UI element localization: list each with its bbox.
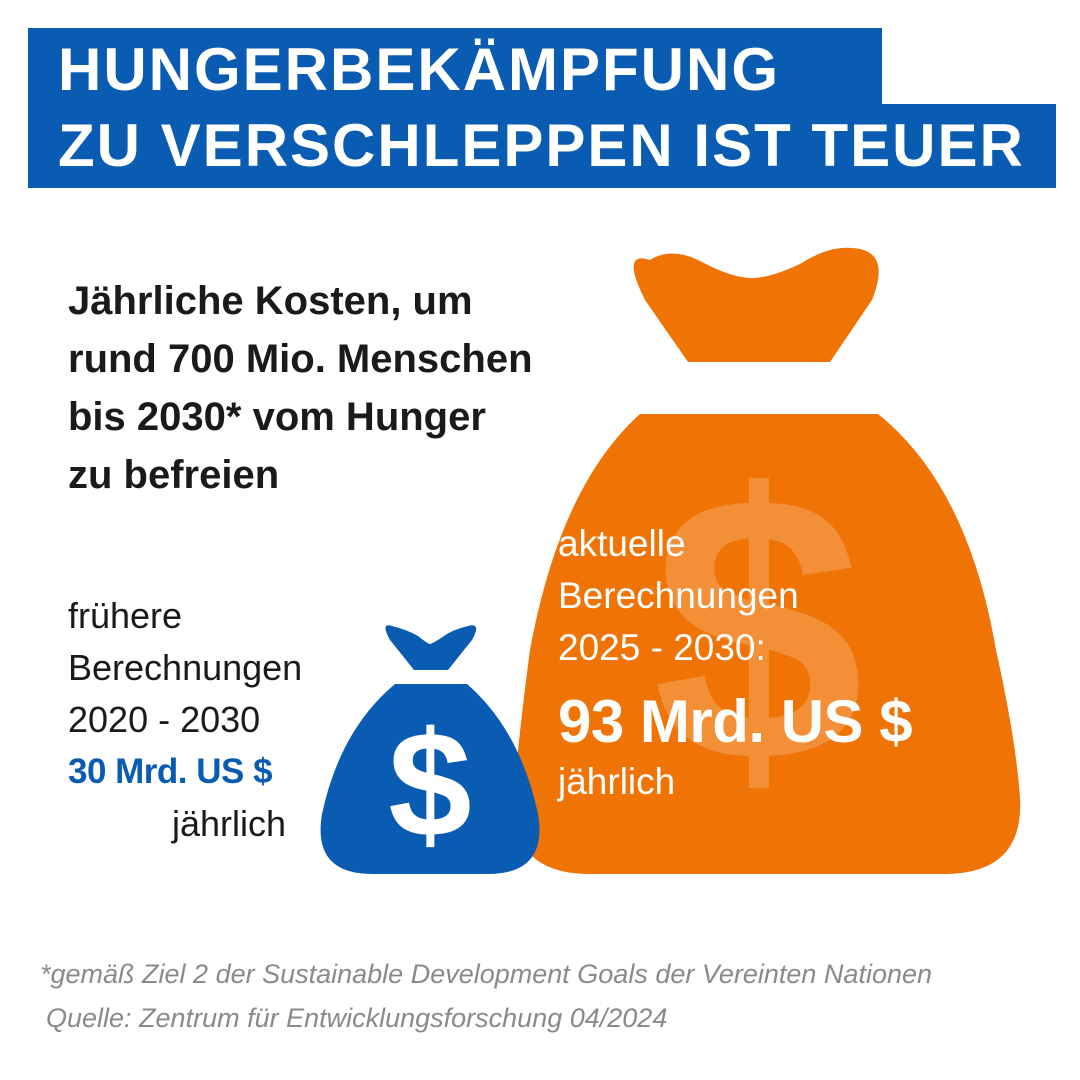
earlier-unit: jährlich — [172, 803, 287, 844]
subtitle-line-4: zu befreien — [68, 453, 280, 497]
large-money-bag-icon: $ — [513, 247, 1021, 874]
title-line-1: HUNGERBEKÄMPFUNG — [28, 28, 882, 112]
title-line-2: ZU VERSCHLEPPEN IST TEUER — [28, 104, 1056, 188]
small-bag-body — [320, 684, 540, 874]
subtitle: Jährliche Kosten, um rund 700 Mio. Mensc… — [68, 272, 658, 504]
small-bag-top — [385, 625, 477, 670]
earlier-calculation: frühere Berechnungen 2020 - 2030 30 Mrd.… — [68, 590, 302, 850]
earlier-label-2: Berechnungen — [68, 647, 303, 688]
current-calculation: aktuelle Berechnungen 2025 - 2030: 93 Mr… — [558, 518, 913, 808]
current-amount: 93 Mrd. US $ — [558, 688, 913, 755]
large-dollar-glyph: $ — [652, 416, 863, 841]
current-period: 2025 - 2030: — [558, 627, 766, 668]
subtitle-line-3: bis 2030* vom Hunger — [68, 395, 486, 439]
footnote-note: *gemäß Ziel 2 der Sustainable Developmen… — [40, 959, 933, 989]
current-unit: jährlich — [558, 761, 676, 802]
large-bag-body — [513, 414, 1021, 874]
small-money-bag-icon: $ — [320, 625, 540, 874]
footnote: *gemäß Ziel 2 der Sustainable Developmen… — [40, 952, 932, 1040]
subtitle-line-2: rund 700 Mio. Menschen — [68, 337, 533, 381]
earlier-period: 2020 - 2030 — [68, 699, 261, 740]
footnote-source: Quelle: Zentrum für Entwicklungsforschun… — [46, 1003, 668, 1033]
subtitle-line-1: Jährliche Kosten, um — [68, 279, 473, 323]
current-label-1: aktuelle — [558, 523, 686, 564]
small-dollar-glyph: $ — [388, 700, 471, 868]
large-bag-top — [633, 247, 879, 362]
current-label-2: Berechnungen — [558, 575, 799, 616]
earlier-amount: 30 Mrd. US $ — [68, 752, 273, 791]
earlier-label-1: frühere — [68, 595, 183, 636]
